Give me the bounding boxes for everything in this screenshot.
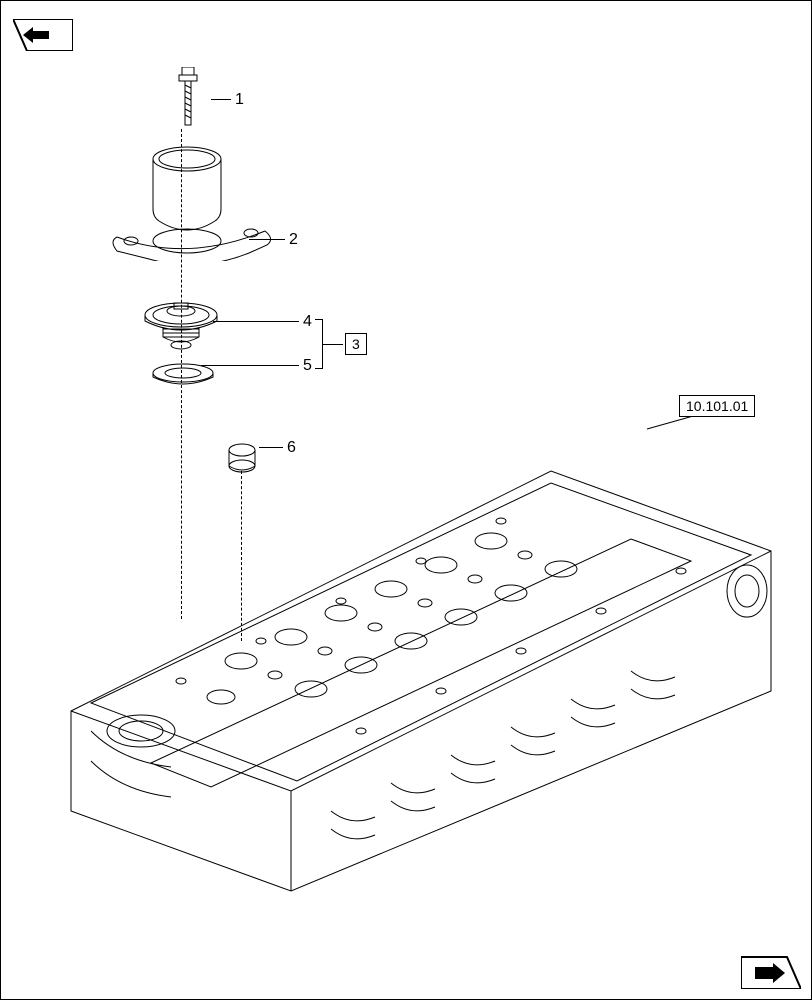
callout-1: 1 — [235, 91, 244, 109]
part-thermostat-housing — [109, 141, 274, 266]
prev-page-icon[interactable] — [13, 19, 73, 51]
leader-6 — [259, 447, 283, 448]
callout-4: 4 — [303, 313, 312, 331]
leader-5 — [201, 365, 299, 366]
part-cylinder-head — [31, 431, 791, 906]
ref-box-head: 10.101.01 — [679, 395, 755, 417]
part-bolt — [175, 67, 201, 134]
callout-6: 6 — [287, 439, 296, 457]
part-thermostat — [141, 301, 221, 356]
next-page-icon[interactable] — [741, 949, 801, 989]
part-seal-ring — [151, 363, 215, 392]
diagram-page: 1 2 4 5 6 3 10.101.01 — [0, 0, 812, 1000]
bracket-4-5 — [315, 319, 323, 369]
callout-2: 2 — [289, 231, 298, 249]
leader-4 — [213, 321, 299, 322]
ref-box-3: 3 — [345, 333, 367, 355]
leader-1 — [211, 99, 231, 100]
callout-5: 5 — [303, 357, 312, 375]
bracket-tail — [323, 344, 343, 345]
leader-2 — [249, 239, 285, 240]
